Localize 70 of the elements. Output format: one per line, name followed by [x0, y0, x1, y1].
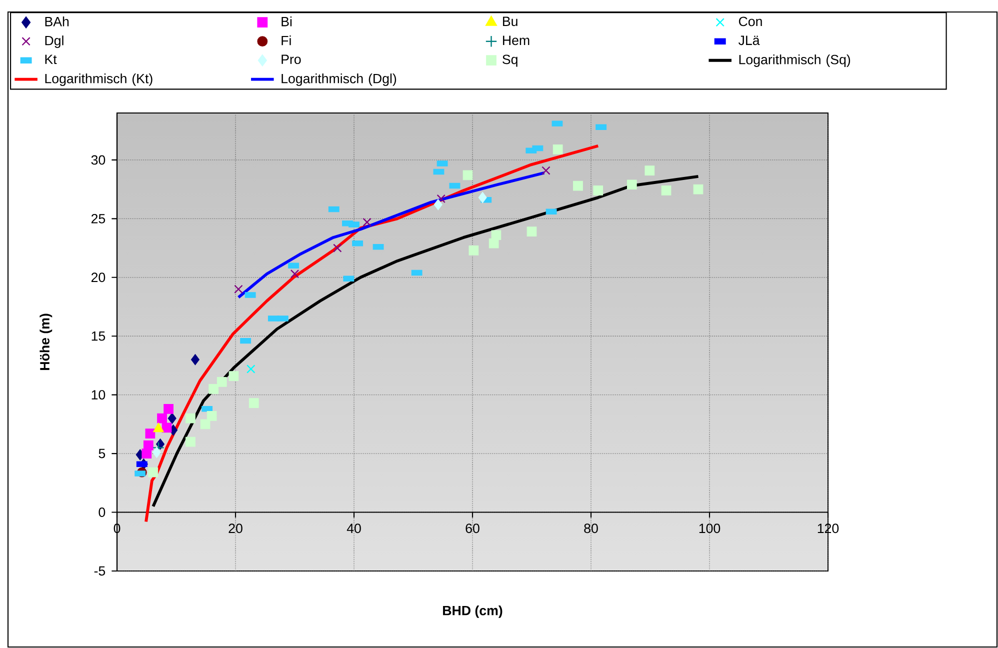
point: [153, 422, 164, 432]
x-tick-label: 40: [346, 524, 361, 534]
legend-label: BAh: [45, 16, 69, 26]
point: [234, 284, 243, 294]
legend-label: Bi: [282, 16, 292, 26]
legend-label: Logarithmisch (Dgl): [282, 74, 396, 86]
x-tick-label: 100: [699, 524, 720, 534]
point: [190, 354, 200, 366]
line-series: [237, 171, 546, 299]
y-tick-label: -5: [94, 566, 106, 576]
point: [434, 198, 442, 210]
point: [644, 166, 655, 176]
point: [168, 412, 176, 424]
y-tick-label: 25: [91, 214, 106, 224]
point: [142, 448, 152, 458]
x-axis-title: BHD (cm): [443, 605, 502, 618]
legend-label: Kt: [45, 54, 57, 64]
x-tick-label: 60: [466, 524, 480, 534]
legend-label: Pro: [282, 54, 301, 64]
y-tick-label: 30: [91, 155, 106, 165]
point: [478, 192, 487, 204]
point: [661, 186, 672, 196]
point: [468, 245, 479, 256]
point: [462, 170, 473, 180]
point: [145, 428, 156, 439]
y-tick-label: 5: [98, 448, 106, 458]
legend-label: Sq: [502, 54, 518, 67]
point: [626, 180, 637, 190]
y-tick-label: 0: [98, 508, 106, 517]
point: [157, 413, 167, 424]
legend-label: Con: [738, 16, 762, 26]
legend-label: Hem: [503, 36, 530, 46]
line-series: [144, 144, 600, 524]
y-axis-title: Höhe (m): [40, 314, 52, 370]
y-tick-label: 15: [92, 331, 106, 341]
point: [164, 404, 174, 414]
point: [186, 436, 196, 447]
point: [333, 244, 342, 252]
point: [593, 186, 604, 196]
legend-label: Logarithmisch (Kt): [45, 74, 152, 86]
point: [693, 184, 704, 194]
point: [186, 413, 196, 424]
point: [148, 467, 158, 478]
point: [206, 411, 217, 421]
legend-label: Fi: [282, 36, 291, 46]
point: [491, 230, 502, 240]
point: [200, 419, 210, 430]
point: [436, 194, 446, 204]
point: [552, 144, 563, 154]
point: [152, 446, 161, 458]
point: [162, 422, 172, 433]
point: [228, 371, 239, 381]
legend-label: Dgl: [45, 36, 64, 48]
point: [542, 166, 550, 175]
point: [362, 218, 372, 227]
legend-label: JLä: [738, 36, 760, 46]
point: [290, 270, 300, 278]
point: [208, 384, 219, 394]
x-tick-label: 20: [228, 524, 242, 534]
y-tick-label: 10: [92, 390, 106, 400]
point: [526, 226, 537, 237]
legend-label: Bu: [503, 16, 518, 26]
x-tick-label: 80: [584, 524, 598, 534]
line-series: [152, 174, 700, 508]
point: [246, 364, 256, 374]
point: [248, 398, 259, 408]
legend-label: Logarithmisch (Sq): [739, 54, 850, 67]
y-tick-label: 20: [91, 272, 106, 282]
point: [573, 180, 583, 191]
point: [216, 376, 227, 387]
